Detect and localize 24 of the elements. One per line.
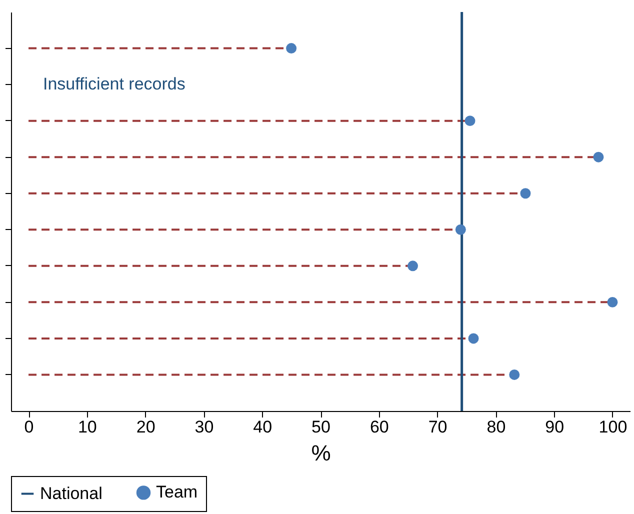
point xyxy=(468,333,479,344)
point xyxy=(286,43,297,54)
legend-label: National xyxy=(40,484,102,503)
point xyxy=(464,116,476,126)
x-tick-label: 80 xyxy=(486,418,506,436)
point xyxy=(509,369,520,380)
x-tick-label: 60 xyxy=(370,418,389,436)
point xyxy=(455,224,466,235)
legend-label: Team xyxy=(156,482,198,502)
point xyxy=(408,260,418,272)
x-tick-label: 50 xyxy=(312,418,330,436)
x-tick-label: 0 xyxy=(24,418,34,436)
x-tick-label: 40 xyxy=(253,418,272,436)
point xyxy=(593,152,604,162)
x-tick-label: 10 xyxy=(78,418,97,436)
x-tick-label: 70 xyxy=(428,418,448,436)
x-axis-title: % xyxy=(311,440,331,466)
annotation: Insufficient records xyxy=(43,74,186,94)
point xyxy=(607,296,618,308)
x-tick-label: 30 xyxy=(194,418,214,436)
x-tick-label: 90 xyxy=(545,418,564,436)
point xyxy=(520,188,531,199)
x-tick-label: 20 xyxy=(136,418,156,436)
x-tick-label: 100 xyxy=(598,418,628,436)
